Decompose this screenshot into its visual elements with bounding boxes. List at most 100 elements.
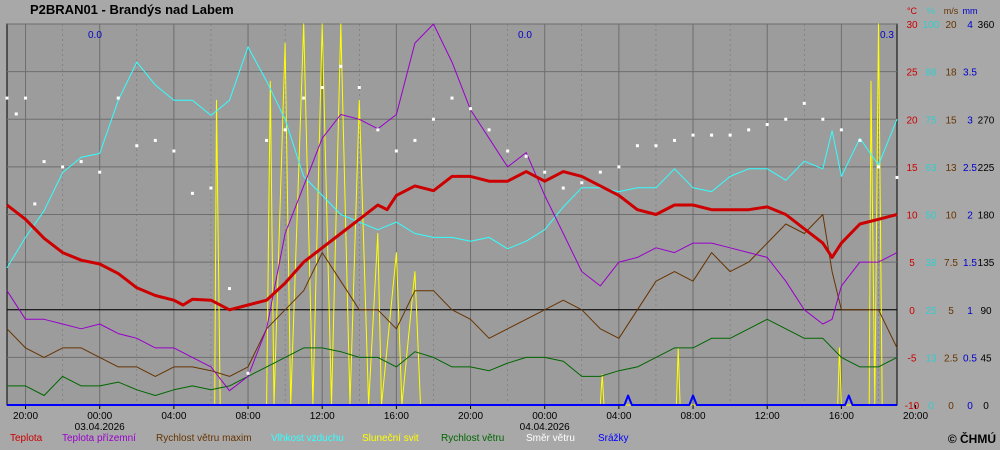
wind-direction-point bbox=[802, 101, 806, 105]
wind-direction-point bbox=[765, 123, 769, 127]
series-temp bbox=[6, 170, 898, 312]
axis-tick-label: 0.5 bbox=[963, 353, 977, 364]
wind-direction-point bbox=[135, 144, 139, 148]
axis-tick-label: 10 bbox=[945, 211, 957, 222]
wind-direction-point bbox=[524, 154, 528, 158]
axis-tick-label: 180 bbox=[978, 211, 995, 222]
annotation-1: 0.0 bbox=[88, 30, 102, 41]
wind-direction-point bbox=[691, 133, 695, 137]
axis-unit: % bbox=[927, 6, 935, 16]
legend-rychlost-vetru: Rychlost větru bbox=[441, 433, 505, 444]
wind-direction-point bbox=[33, 202, 37, 206]
wind-direction-point bbox=[190, 191, 194, 195]
wind-direction-point bbox=[580, 181, 584, 185]
axis-tick-label: 20 bbox=[945, 20, 957, 31]
y-axes: °C302520151050-5-10%100887563503825130m/… bbox=[905, 6, 995, 412]
axis-tick-label: 3 bbox=[967, 115, 973, 126]
wind-direction-point bbox=[116, 96, 120, 100]
annotation-2: 0.0 bbox=[518, 30, 532, 41]
x-tick-label: 12:00 bbox=[310, 411, 335, 422]
legend-slunecni-svit: Sluneční svit bbox=[362, 433, 419, 444]
axis-tick-label: 75 bbox=[925, 115, 937, 126]
series-ground bbox=[6, 23, 898, 392]
wind-direction-point bbox=[246, 371, 250, 375]
wind-direction-point bbox=[320, 86, 324, 89]
wind-direction-point bbox=[357, 86, 361, 89]
axis-tick-label: 360 bbox=[978, 20, 995, 31]
axis-tick-label: 225 bbox=[978, 163, 995, 174]
wind-direction-point bbox=[858, 138, 862, 142]
axis-tick-label: 270 bbox=[978, 115, 995, 126]
wind-direction-point bbox=[172, 149, 176, 153]
axis-tick-label: 1 bbox=[967, 306, 973, 317]
legend-teplota-prizemni: Teplota přízemní bbox=[62, 433, 136, 444]
series-wind bbox=[7, 318, 898, 396]
axis-tick-label: 13 bbox=[925, 353, 937, 364]
wind-direction-point bbox=[302, 96, 306, 100]
axis-tick-label: 10 bbox=[906, 211, 918, 222]
x-tick-label: 08:00 bbox=[681, 411, 706, 422]
series-gust bbox=[6, 214, 898, 377]
axis-tick-label: 135 bbox=[978, 258, 995, 269]
axis-tick-label: 38 bbox=[925, 258, 937, 269]
axis-unit: °C bbox=[907, 6, 918, 16]
x-tick-label: 08:00 bbox=[236, 411, 261, 422]
axis-tick-label: 20 bbox=[906, 115, 918, 126]
axis-tick-label: 4 bbox=[967, 20, 973, 31]
series-humidity bbox=[6, 46, 898, 269]
chart-title: P2BRAN01 - Brandýs nad Labem bbox=[30, 2, 234, 17]
axis-tick-label: 45 bbox=[980, 353, 992, 364]
wind-direction-point bbox=[635, 144, 639, 148]
axis-tick-label: -10 bbox=[905, 401, 920, 412]
date-label: 03.04.2026 bbox=[75, 422, 125, 433]
wind-direction-point bbox=[98, 170, 102, 174]
axis-tick-label: -5 bbox=[908, 353, 917, 364]
axis-tick-label: 0 bbox=[983, 401, 989, 412]
axis-tick-label: 1.5 bbox=[963, 258, 977, 269]
x-tick-label: 04:00 bbox=[161, 411, 186, 422]
wind-direction-point bbox=[376, 128, 380, 132]
axis-tick-label: 90 bbox=[980, 306, 992, 317]
x-ticks: 20:00 00:00 04:00 08:00 12:00 16:00 20:00 00:00… bbox=[13, 405, 928, 433]
wind-direction-point bbox=[747, 128, 751, 132]
x-tick-label: 16:00 bbox=[829, 411, 854, 422]
axis-tick-label: 7.5 bbox=[944, 258, 958, 269]
axis-tick-label: 88 bbox=[925, 68, 937, 79]
axis-tick-label: 3.5 bbox=[963, 68, 977, 79]
wind-direction-point bbox=[431, 117, 435, 121]
wind-direction-point bbox=[394, 149, 398, 153]
axis-tick-label: 0 bbox=[948, 401, 954, 412]
wind-direction-point bbox=[654, 144, 658, 148]
axis-tick-label: 25 bbox=[925, 306, 937, 317]
axis-tick-label: 0 bbox=[928, 401, 934, 412]
axis-tick-label: 5 bbox=[909, 258, 915, 269]
axis-tick-label: 15 bbox=[906, 163, 918, 174]
axis-tick-label: 2.5 bbox=[963, 163, 977, 174]
legend-teplota: Teplota bbox=[10, 433, 43, 444]
x-tick-label: 16:00 bbox=[384, 411, 409, 422]
legend-srazky: Srážky bbox=[598, 433, 629, 444]
wind-direction-point bbox=[561, 186, 565, 190]
wind-direction-point bbox=[450, 96, 454, 100]
axis-tick-label: 100 bbox=[923, 20, 940, 31]
wind-direction-point bbox=[839, 128, 843, 132]
x-tick-label: 04:00 bbox=[606, 411, 631, 422]
wind-direction-point bbox=[673, 138, 676, 142]
wind-direction-point bbox=[710, 133, 714, 137]
wind-direction-point bbox=[153, 138, 157, 142]
x-tick-label: 00:00 bbox=[87, 411, 112, 422]
x-tick-label: 12:00 bbox=[755, 411, 780, 422]
axis-tick-label: 25 bbox=[906, 68, 918, 79]
wind-direction-point bbox=[469, 107, 473, 111]
wind-direction-point bbox=[24, 96, 28, 100]
wind-direction-point bbox=[42, 160, 46, 164]
axis-tick-label: 50 bbox=[925, 211, 937, 222]
copyright: © ČHMÚ bbox=[947, 432, 996, 446]
wind-direction-point bbox=[5, 96, 9, 100]
wind-direction-point bbox=[61, 165, 65, 169]
axis-tick-label: 15 bbox=[945, 115, 957, 126]
x-tick-label: 20:00 bbox=[13, 411, 38, 422]
wind-direction-point bbox=[543, 170, 547, 174]
legend-rychlost-vetru-maxim: Rychlost větru maxim bbox=[156, 433, 252, 444]
